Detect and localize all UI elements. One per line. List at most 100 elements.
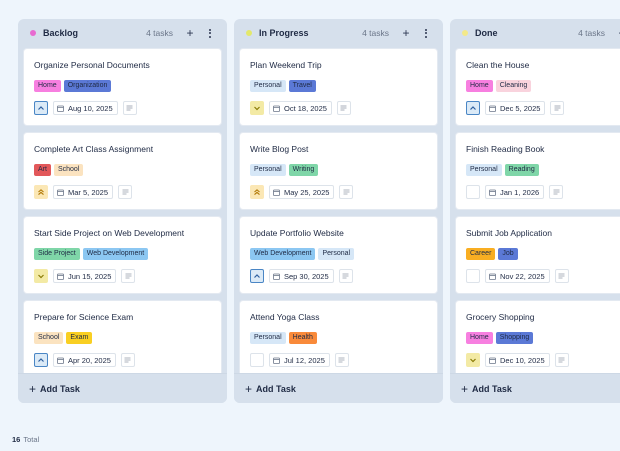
calendar-icon [273,273,284,280]
task-tag: Home [466,332,493,344]
due-date-button[interactable]: May 25, 2025 [269,185,335,199]
task-tags: Personal Health [250,332,427,344]
task-card[interactable]: Attend Yoga Class Personal Health Jul 12, 2… [239,300,438,378]
task-tag: School [53,164,84,176]
notes-icon[interactable] [554,269,569,283]
task-tag: Writing [288,164,319,176]
column-task-count: 4 tasks [578,28,605,38]
priority-down-icon[interactable] [250,101,264,115]
add-task-button[interactable]: + Add Task [18,373,227,403]
task-card[interactable]: Finish Reading Book Personal Reading Jan 1,… [455,132,620,210]
task-card[interactable]: Prepare for Science Exam School Exam Apr 20… [23,300,222,378]
notes-icon[interactable] [338,269,353,283]
priority-down-icon[interactable] [34,269,48,283]
notes-icon[interactable] [120,353,135,367]
task-card[interactable]: Grocery Shopping Home Shopping Dec 10, 2025 [455,300,620,378]
task-card[interactable]: Submit Job Application Career Job Nov 22, 2… [455,216,620,294]
priority-double-up-icon[interactable] [34,185,48,199]
due-date-button[interactable]: Jul 12, 2025 [269,353,330,367]
task-tag: Cleaning [495,80,532,92]
plus-icon: + [29,381,37,396]
column-header: In Progress 4 tasks + [234,19,443,47]
task-card[interactable]: Organize Personal Documents Home Organizat… [23,48,222,126]
notes-icon[interactable] [121,269,136,283]
notes-icon[interactable] [549,185,564,199]
due-date-button[interactable]: Sep 30, 2025 [269,269,334,283]
calendar-icon [489,105,500,112]
calendar-icon [489,273,500,280]
task-tag: Exam [66,332,93,344]
task-card[interactable]: Write Blog Post Personal Writing May 25, 20… [239,132,438,210]
calendar-icon [57,189,68,196]
due-date-button[interactable]: Apr 20, 2025 [53,353,116,367]
add-task-button[interactable]: + Add Task [450,373,620,403]
due-date-button[interactable]: Nov 22, 2025 [485,269,550,283]
notes-icon[interactable] [554,353,569,367]
column-header: Done 4 tasks + [450,19,620,47]
task-card[interactable]: Complete Art Class Assignment Art School Ma… [23,132,222,210]
task-meta: Jul 12, 2025 [250,353,427,367]
task-card[interactable]: Clean the House Home Cleaning Dec 5, 2025 [455,48,620,126]
notes-icon[interactable] [334,353,349,367]
priority-double-up-icon[interactable] [250,185,264,199]
calendar-icon [489,189,500,196]
plus-icon[interactable]: + [402,26,410,40]
due-date: Mar 5, 2025 [68,187,109,197]
column-in-progress: In Progress 4 tasks + Plan Weekend Trip Pers… [234,19,443,403]
plus-icon[interactable]: + [615,27,620,39]
due-date-button[interactable]: Jan 1, 2026 [485,185,545,199]
task-meta: Oct 18, 2025 [250,101,427,115]
plus-icon[interactable]: + [186,26,194,40]
task-tag: Personal [250,164,286,176]
kebab-menu-icon[interactable] [419,27,433,39]
add-task-button[interactable]: + Add Task [234,373,443,403]
task-tag: Web Development [82,248,149,260]
priority-up-icon[interactable] [250,269,264,283]
priority-none-icon[interactable] [466,185,480,199]
task-card[interactable]: Plan Weekend Trip Personal Travel Oct 18, 2… [239,48,438,126]
priority-down-icon[interactable] [466,353,480,367]
due-date-button[interactable]: Oct 18, 2025 [269,101,332,115]
notes-icon[interactable] [336,101,351,115]
column-title: Done [475,28,498,38]
notes-icon[interactable] [122,101,137,115]
calendar-icon [57,273,68,280]
priority-up-icon[interactable] [34,101,48,115]
task-tags: Personal Writing [250,164,427,176]
task-tags: Art School [34,164,211,176]
task-tag: Shopping [495,332,534,344]
calendar-icon [489,357,500,364]
priority-up-icon[interactable] [34,353,48,367]
task-meta: Dec 10, 2025 [466,353,620,367]
due-date: Jun 15, 2025 [68,271,112,281]
add-task-label: Add Task [40,383,80,394]
kebab-menu-icon[interactable] [203,27,217,39]
due-date-button[interactable]: Jun 15, 2025 [53,269,117,283]
notes-icon[interactable] [118,185,133,199]
due-date: May 25, 2025 [284,187,330,197]
priority-up-icon[interactable] [466,101,480,115]
task-card[interactable]: Start Side Project on Web Development Sid… [23,216,222,294]
due-date-button[interactable]: Aug 10, 2025 [53,101,118,115]
column-title: Backlog [43,28,79,38]
task-meta: Nov 22, 2025 [466,269,620,283]
task-title: Clean the House [466,60,530,70]
task-tags: Home Cleaning [466,80,620,92]
priority-none-icon[interactable] [250,353,264,367]
task-card[interactable]: Update Portfolio Website Web Development P… [239,216,438,294]
notes-icon[interactable] [550,101,565,115]
due-date-button[interactable]: Mar 5, 2025 [53,185,114,199]
task-tags: Career Job [466,248,620,260]
column-color-dot [462,30,468,36]
task-meta: Dec 5, 2025 [466,101,620,115]
due-date-button[interactable]: Dec 10, 2025 [485,353,550,367]
task-tag: Side Project [34,248,80,260]
due-date-button[interactable]: Dec 5, 2025 [485,101,546,115]
plus-icon: + [461,381,469,396]
task-tags: Home Shopping [466,332,620,344]
priority-none-icon[interactable] [466,269,480,283]
task-tag: Travel [288,80,316,92]
calendar-icon [273,105,284,112]
notes-icon[interactable] [339,185,354,199]
